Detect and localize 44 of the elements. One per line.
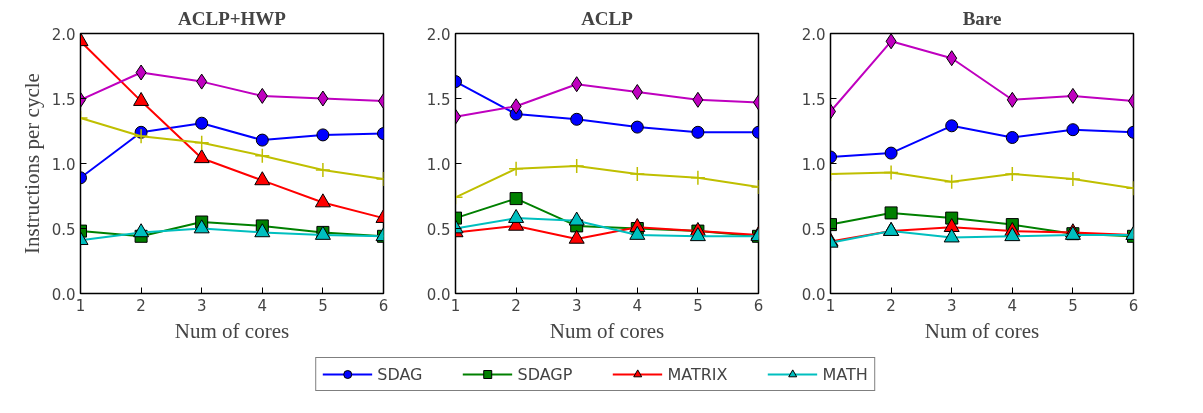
legend-label: MATH xyxy=(822,364,868,384)
y-tick-label: 1.0 xyxy=(426,155,451,174)
x-tick-label: 1 xyxy=(450,296,461,315)
y-tick-label: 2.0 xyxy=(51,25,76,44)
chart-title: Bare xyxy=(962,7,1002,29)
y-tick-label: 0.5 xyxy=(426,220,451,239)
chart-title: ACLP xyxy=(581,7,634,29)
y-axis-title: Instructions per cycle xyxy=(19,73,44,254)
y-tick-label: 1.0 xyxy=(51,155,76,174)
x-tick-label: 3 xyxy=(571,296,582,315)
y-tick-label: 0.5 xyxy=(801,220,826,239)
y-tick-label: 2.0 xyxy=(801,25,826,44)
y-tick-label: 2.0 xyxy=(426,25,451,44)
y-tick-label: 0.0 xyxy=(801,285,826,304)
y-tick-label: 1.5 xyxy=(51,90,76,109)
x-tick-label: 4 xyxy=(257,296,268,315)
y-tick-label: 1.5 xyxy=(426,90,451,109)
y-tick-label: 0.0 xyxy=(426,285,451,304)
y-tick-label: 0.0 xyxy=(51,285,76,304)
x-tick-label: 4 xyxy=(632,296,643,315)
x-tick-label: 5 xyxy=(1068,296,1078,315)
legend-label: SDAGP xyxy=(517,364,573,384)
x-tick-label: 5 xyxy=(693,296,703,315)
x-axis-title: Num of cores xyxy=(549,318,665,343)
x-tick-label: 4 xyxy=(1007,296,1018,315)
y-tick-label: 0.5 xyxy=(51,220,76,239)
x-tick-label: 5 xyxy=(318,296,328,315)
legend-label: SDAG xyxy=(377,364,423,384)
x-tick-label: 1 xyxy=(825,296,836,315)
x-tick-label: 1 xyxy=(75,296,86,315)
x-tick-label: 3 xyxy=(196,296,207,315)
x-tick-label: 6 xyxy=(378,296,389,315)
x-tick-label: 3 xyxy=(946,296,957,315)
x-tick-label: 6 xyxy=(1128,296,1139,315)
y-tick-label: 1.5 xyxy=(801,90,826,109)
x-tick-label: 2 xyxy=(136,296,146,315)
x-axis-title: Num of cores xyxy=(924,318,1040,343)
legend-label: MATRIX xyxy=(667,364,728,384)
y-tick-label: 1.0 xyxy=(801,155,826,174)
x-tick-label: 2 xyxy=(886,296,896,315)
x-axis-title: Num of cores xyxy=(174,318,290,343)
x-tick-label: 6 xyxy=(753,296,764,315)
chart-title: ACLP+HWP xyxy=(178,7,287,29)
x-tick-label: 2 xyxy=(511,296,521,315)
